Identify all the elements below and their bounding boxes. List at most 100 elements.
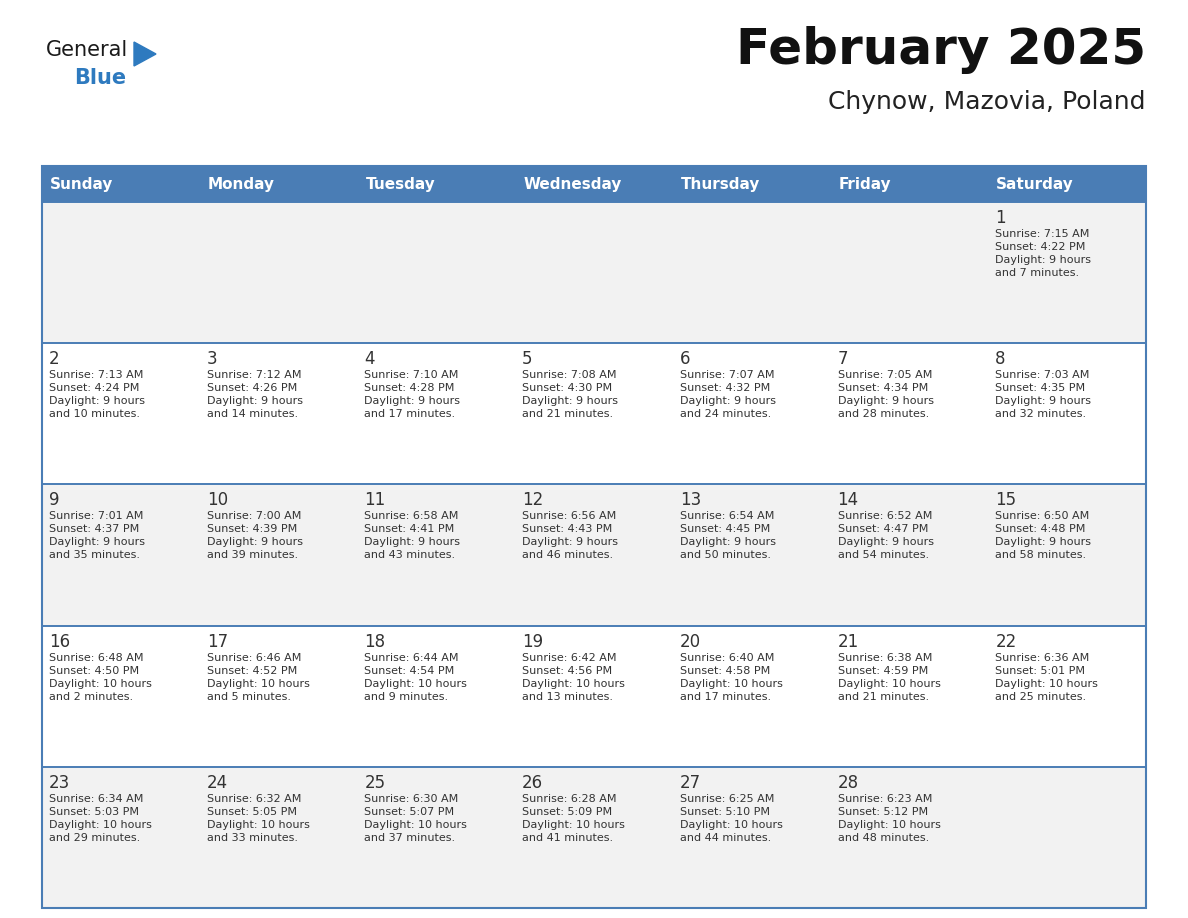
Text: Daylight: 10 hours: Daylight: 10 hours [207,678,310,688]
Text: Sunrise: 6:58 AM: Sunrise: 6:58 AM [365,511,459,521]
Text: Sunrise: 7:05 AM: Sunrise: 7:05 AM [838,370,931,380]
Text: Sunrise: 6:56 AM: Sunrise: 6:56 AM [523,511,617,521]
Bar [42,625,1146,767]
Text: 3: 3 [207,350,217,368]
Text: and 44 minutes.: and 44 minutes. [680,833,771,843]
Text: Sunset: 4:47 PM: Sunset: 4:47 PM [838,524,928,534]
Text: and 28 minutes.: and 28 minutes. [838,409,929,420]
Text: Daylight: 9 hours: Daylight: 9 hours [680,397,776,406]
Text: Chynow, Mazovia, Poland: Chynow, Mazovia, Poland [828,90,1146,114]
Text: February 2025: February 2025 [735,26,1146,74]
Text: 20: 20 [680,633,701,651]
Text: Sunrise: 6:42 AM: Sunrise: 6:42 AM [523,653,617,663]
Text: Sunrise: 7:12 AM: Sunrise: 7:12 AM [207,370,302,380]
Bar [42,202,1146,343]
Text: Daylight: 10 hours: Daylight: 10 hours [523,678,625,688]
Text: Sunset: 4:39 PM: Sunset: 4:39 PM [207,524,297,534]
Text: Sunset: 4:50 PM: Sunset: 4:50 PM [49,666,139,676]
Polygon shape [134,42,156,66]
Text: 27: 27 [680,774,701,792]
Text: Sunday: Sunday [50,176,113,192]
Text: Sunset: 5:12 PM: Sunset: 5:12 PM [838,807,928,817]
Text: 4: 4 [365,350,375,368]
Text: Sunrise: 6:23 AM: Sunrise: 6:23 AM [838,794,931,804]
Text: Daylight: 9 hours: Daylight: 9 hours [838,537,934,547]
Text: and 2 minutes.: and 2 minutes. [49,691,133,701]
Text: and 33 minutes.: and 33 minutes. [207,833,298,843]
Text: Sunrise: 6:34 AM: Sunrise: 6:34 AM [49,794,144,804]
Bar [42,767,1146,908]
Text: Sunset: 5:05 PM: Sunset: 5:05 PM [207,807,297,817]
Text: and 29 minutes.: and 29 minutes. [49,833,140,843]
Bar [42,166,1146,202]
Text: Sunset: 4:26 PM: Sunset: 4:26 PM [207,383,297,393]
Text: Daylight: 10 hours: Daylight: 10 hours [207,820,310,830]
Text: 1: 1 [996,209,1006,227]
Text: Sunset: 4:43 PM: Sunset: 4:43 PM [523,524,612,534]
Text: and 5 minutes.: and 5 minutes. [207,691,291,701]
Text: Sunset: 5:09 PM: Sunset: 5:09 PM [523,807,612,817]
Text: 23: 23 [49,774,70,792]
Bar [42,485,1146,625]
Text: Daylight: 9 hours: Daylight: 9 hours [996,397,1092,406]
Text: Daylight: 10 hours: Daylight: 10 hours [49,820,152,830]
Text: Daylight: 9 hours: Daylight: 9 hours [365,397,461,406]
Text: Sunset: 4:45 PM: Sunset: 4:45 PM [680,524,770,534]
Text: and 43 minutes.: and 43 minutes. [365,551,455,560]
Text: Sunrise: 6:44 AM: Sunrise: 6:44 AM [365,653,459,663]
Text: and 41 minutes.: and 41 minutes. [523,833,613,843]
Text: 18: 18 [365,633,386,651]
Text: Sunset: 4:56 PM: Sunset: 4:56 PM [523,666,612,676]
Text: and 14 minutes.: and 14 minutes. [207,409,298,420]
Text: 28: 28 [838,774,859,792]
Text: Daylight: 9 hours: Daylight: 9 hours [838,397,934,406]
Text: and 39 minutes.: and 39 minutes. [207,551,298,560]
Text: Daylight: 9 hours: Daylight: 9 hours [49,397,145,406]
Text: Sunset: 4:41 PM: Sunset: 4:41 PM [365,524,455,534]
Text: Sunset: 4:58 PM: Sunset: 4:58 PM [680,666,770,676]
Text: and 54 minutes.: and 54 minutes. [838,551,929,560]
Text: Friday: Friday [839,176,891,192]
Text: Sunrise: 7:10 AM: Sunrise: 7:10 AM [365,370,459,380]
Text: Sunset: 4:52 PM: Sunset: 4:52 PM [207,666,297,676]
Text: 11: 11 [365,491,386,509]
Bar [42,166,1146,908]
Text: 21: 21 [838,633,859,651]
Text: 12: 12 [523,491,543,509]
Text: Daylight: 9 hours: Daylight: 9 hours [207,537,303,547]
Text: Sunrise: 7:03 AM: Sunrise: 7:03 AM [996,370,1089,380]
Text: Sunrise: 6:52 AM: Sunrise: 6:52 AM [838,511,931,521]
Text: Daylight: 10 hours: Daylight: 10 hours [996,678,1098,688]
Text: Daylight: 9 hours: Daylight: 9 hours [207,397,303,406]
Text: and 17 minutes.: and 17 minutes. [365,409,455,420]
Text: 6: 6 [680,350,690,368]
Text: Sunset: 4:22 PM: Sunset: 4:22 PM [996,242,1086,252]
Text: Sunset: 5:10 PM: Sunset: 5:10 PM [680,807,770,817]
Text: Daylight: 9 hours: Daylight: 9 hours [680,537,776,547]
Text: Monday: Monday [208,176,274,192]
Text: Sunrise: 6:46 AM: Sunrise: 6:46 AM [207,653,301,663]
Text: and 21 minutes.: and 21 minutes. [523,409,613,420]
Text: General: General [46,40,128,60]
Text: Sunrise: 7:00 AM: Sunrise: 7:00 AM [207,511,301,521]
Text: and 10 minutes.: and 10 minutes. [49,409,140,420]
Text: 14: 14 [838,491,859,509]
Text: 15: 15 [996,491,1017,509]
Text: Sunset: 4:24 PM: Sunset: 4:24 PM [49,383,139,393]
Text: Daylight: 10 hours: Daylight: 10 hours [680,678,783,688]
Text: Sunrise: 6:38 AM: Sunrise: 6:38 AM [838,653,931,663]
Text: and 13 minutes.: and 13 minutes. [523,691,613,701]
Text: Daylight: 9 hours: Daylight: 9 hours [996,537,1092,547]
Text: and 24 minutes.: and 24 minutes. [680,409,771,420]
Text: Daylight: 10 hours: Daylight: 10 hours [523,820,625,830]
Text: Sunrise: 6:40 AM: Sunrise: 6:40 AM [680,653,775,663]
Text: 8: 8 [996,350,1006,368]
Text: Sunrise: 7:07 AM: Sunrise: 7:07 AM [680,370,775,380]
Text: 5: 5 [523,350,532,368]
Text: Daylight: 9 hours: Daylight: 9 hours [523,397,618,406]
Text: Sunset: 4:28 PM: Sunset: 4:28 PM [365,383,455,393]
Text: Sunset: 4:35 PM: Sunset: 4:35 PM [996,383,1086,393]
Text: Sunrise: 6:32 AM: Sunrise: 6:32 AM [207,794,301,804]
Text: and 9 minutes.: and 9 minutes. [365,691,449,701]
Text: Sunset: 5:03 PM: Sunset: 5:03 PM [49,807,139,817]
